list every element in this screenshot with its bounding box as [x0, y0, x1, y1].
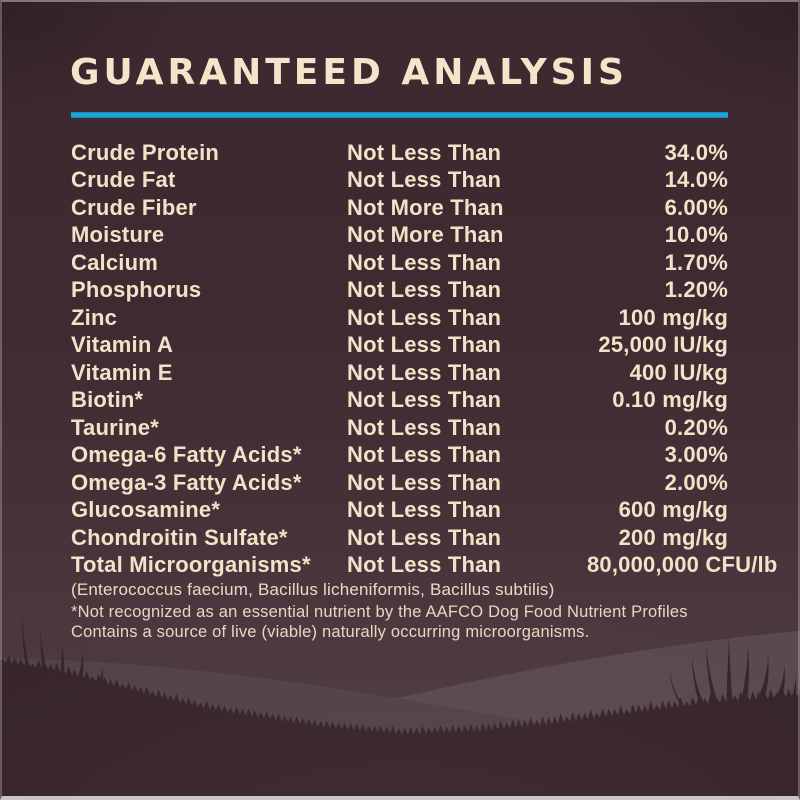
- nutrient-name: Vitamin E: [71, 359, 173, 385]
- table-row: Crude Fat Not Less Than 14.0%: [71, 167, 728, 195]
- nutrient-value: 0.10 mg/kg: [612, 387, 728, 413]
- nutrient-name: Glucosamine*: [71, 497, 221, 523]
- nutrient-value: 100 mg/kg: [618, 304, 728, 330]
- table-row: Omega-6 Fatty Acids* Not Less Than 3.00%: [71, 442, 728, 470]
- title-underline: [71, 112, 728, 118]
- table-row: Vitamin A Not Less Than 25,000 IU/kg: [71, 332, 728, 360]
- nutrient-value: 200 mg/kg: [618, 524, 728, 550]
- nutrient-value: 2.00%: [664, 469, 728, 495]
- nutrient-name: Crude Fiber: [71, 194, 197, 220]
- nutrient-qualifier: Not More Than: [347, 222, 504, 248]
- table-row: Vitamin E Not Less Than 400 IU/kg: [71, 359, 728, 387]
- grass-blades: [6, 615, 797, 716]
- nutrient-name: Biotin*: [71, 387, 144, 413]
- nutrient-qualifier: Not Less Than: [347, 469, 502, 495]
- nutrient-name: Omega-6 Fatty Acids*: [71, 442, 302, 468]
- nutrient-value: 25,000 IU/kg: [598, 332, 728, 358]
- footnote-line-1: *Not recognized as an essential nutrient…: [71, 603, 688, 621]
- table-row: Biotin* Not Less Than 0.10 mg/kg: [71, 387, 728, 415]
- table-row: Crude Fiber Not More Than 6.00%: [71, 194, 728, 222]
- nutrient-name: Crude Protein: [71, 139, 220, 165]
- nutrient-value: 6.00%: [664, 194, 728, 220]
- nutrient-value: 0.20%: [664, 414, 728, 440]
- nutrient-name: Moisture: [71, 222, 165, 248]
- nutrient-name: Taurine*: [71, 414, 159, 440]
- table-row: Phosphorus Not Less Than 1.20%: [71, 277, 728, 305]
- nutrient-name: Calcium: [71, 249, 158, 275]
- table-row: Zinc Not Less Than 100 mg/kg: [71, 304, 728, 332]
- nutrient-name: Phosphorus: [71, 277, 202, 303]
- table-row: Total Microorganisms* Not Less Than 80,0…: [71, 552, 777, 580]
- nutrient-value: 1.70%: [664, 249, 728, 275]
- table-row: Glucosamine* Not Less Than 600 mg/kg: [71, 497, 728, 525]
- nutrient-qualifier: Not Less Than: [347, 442, 502, 468]
- nutrient-name: Chondroitin Sulfate*: [71, 524, 288, 550]
- nutrient-qualifier: Not Less Than: [347, 139, 502, 165]
- nutrient-name: Omega-3 Fatty Acids*: [71, 469, 302, 495]
- footnotes: *Not recognized as an essential nutrient…: [71, 602, 731, 642]
- nutrient-value: 400 IU/kg: [629, 359, 728, 385]
- page-title: GUARANTEED ANALYSIS: [70, 52, 628, 93]
- nutrient-qualifier: Not Less Than: [347, 249, 502, 275]
- footnote-line-2: Contains a source of live (viable) natur…: [71, 623, 590, 641]
- table-row: Chondroitin Sulfate* Not Less Than 200 m…: [71, 524, 728, 552]
- nutrient-qualifier: Not Less Than: [347, 332, 502, 358]
- nutrient-qualifier: Not Less Than: [347, 277, 502, 303]
- nutrient-qualifier: Not Less Than: [347, 167, 502, 193]
- nutrient-qualifier: Not More Than: [347, 194, 504, 220]
- table-row: Taurine* Not Less Than 0.20%: [71, 414, 728, 442]
- table-row: Omega-3 Fatty Acids* Not Less Than 2.00%: [71, 469, 728, 497]
- nutrient-value: 600 mg/kg: [618, 497, 728, 523]
- nutrient-value: 14.0%: [664, 167, 728, 193]
- nutrient-qualifier: Not Less Than: [347, 414, 502, 440]
- table-row: Calcium Not Less Than 1.70%: [71, 249, 728, 277]
- nutrient-value: 10.0%: [664, 222, 728, 248]
- grass-silhouette: [0, 654, 800, 800]
- nutrient-value: 34.0%: [664, 139, 728, 165]
- nutrient-qualifier: Not Less Than: [347, 387, 502, 413]
- nutrient-name: Crude Fat: [71, 167, 176, 193]
- nutrient-value: 1.20%: [664, 277, 728, 303]
- nutrient-name: Vitamin A: [71, 332, 174, 358]
- nutrient-name: Zinc: [71, 304, 118, 330]
- nutrient-value: 80,000,000 CFU/lb: [587, 552, 778, 578]
- nutrient-qualifier: Not Less Than: [347, 359, 502, 385]
- table-row: Moisture Not More Than 10.0%: [71, 222, 728, 250]
- species-note: (Enterococcus faecium, Bacillus lichenif…: [71, 580, 555, 599]
- nutrient-qualifier: Not Less Than: [347, 497, 502, 523]
- nutrient-name: Total Microorganisms*: [71, 552, 311, 578]
- table-row: Crude Protein Not Less Than 34.0%: [71, 139, 728, 167]
- analysis-table: Crude Protein Not Less Than 34.0% Crude …: [71, 139, 777, 580]
- nutrient-qualifier: Not Less Than: [347, 304, 502, 330]
- nutrient-qualifier: Not Less Than: [347, 552, 502, 578]
- nutrient-value: 3.00%: [664, 442, 728, 468]
- nutrient-qualifier: Not Less Than: [347, 524, 502, 550]
